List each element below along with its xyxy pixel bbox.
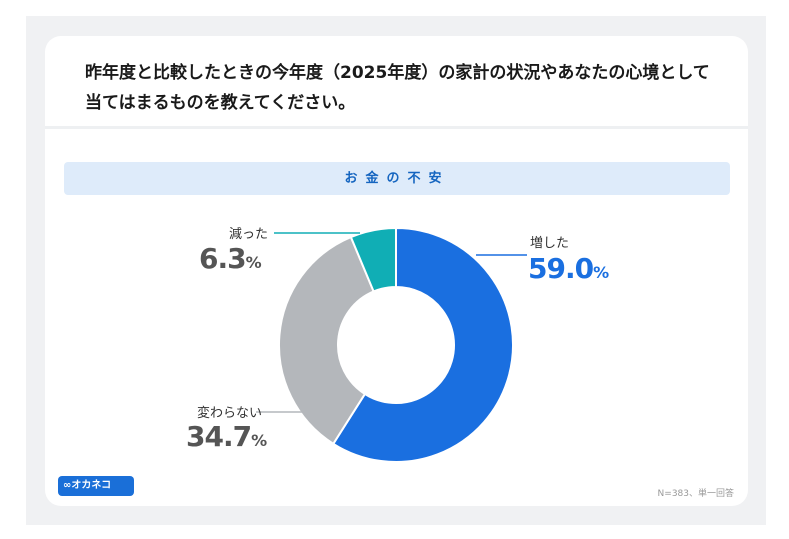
slice-decreased xyxy=(349,226,397,293)
sample-note: N=383、単一回答 xyxy=(657,489,734,499)
question-title: 昨年度と比較したときの今年度（2025年度）の家計の状況やあなたの心境として当て… xyxy=(85,63,710,113)
label-unchanged: 変わらない xyxy=(197,406,263,421)
value-increased: 59.0% xyxy=(528,252,609,285)
category-banner: お金の不安 xyxy=(64,162,730,195)
slice-unchanged xyxy=(278,235,375,446)
value-unchanged: 34.7% xyxy=(186,420,267,453)
label-decreased: 減った xyxy=(229,227,269,242)
value-decreased: 6.3% xyxy=(199,242,262,275)
slice-increased xyxy=(331,226,514,463)
divider xyxy=(45,126,748,129)
okaneko-logo: ∞オカネコ xyxy=(58,476,134,496)
label-increased: 増した xyxy=(530,236,570,251)
